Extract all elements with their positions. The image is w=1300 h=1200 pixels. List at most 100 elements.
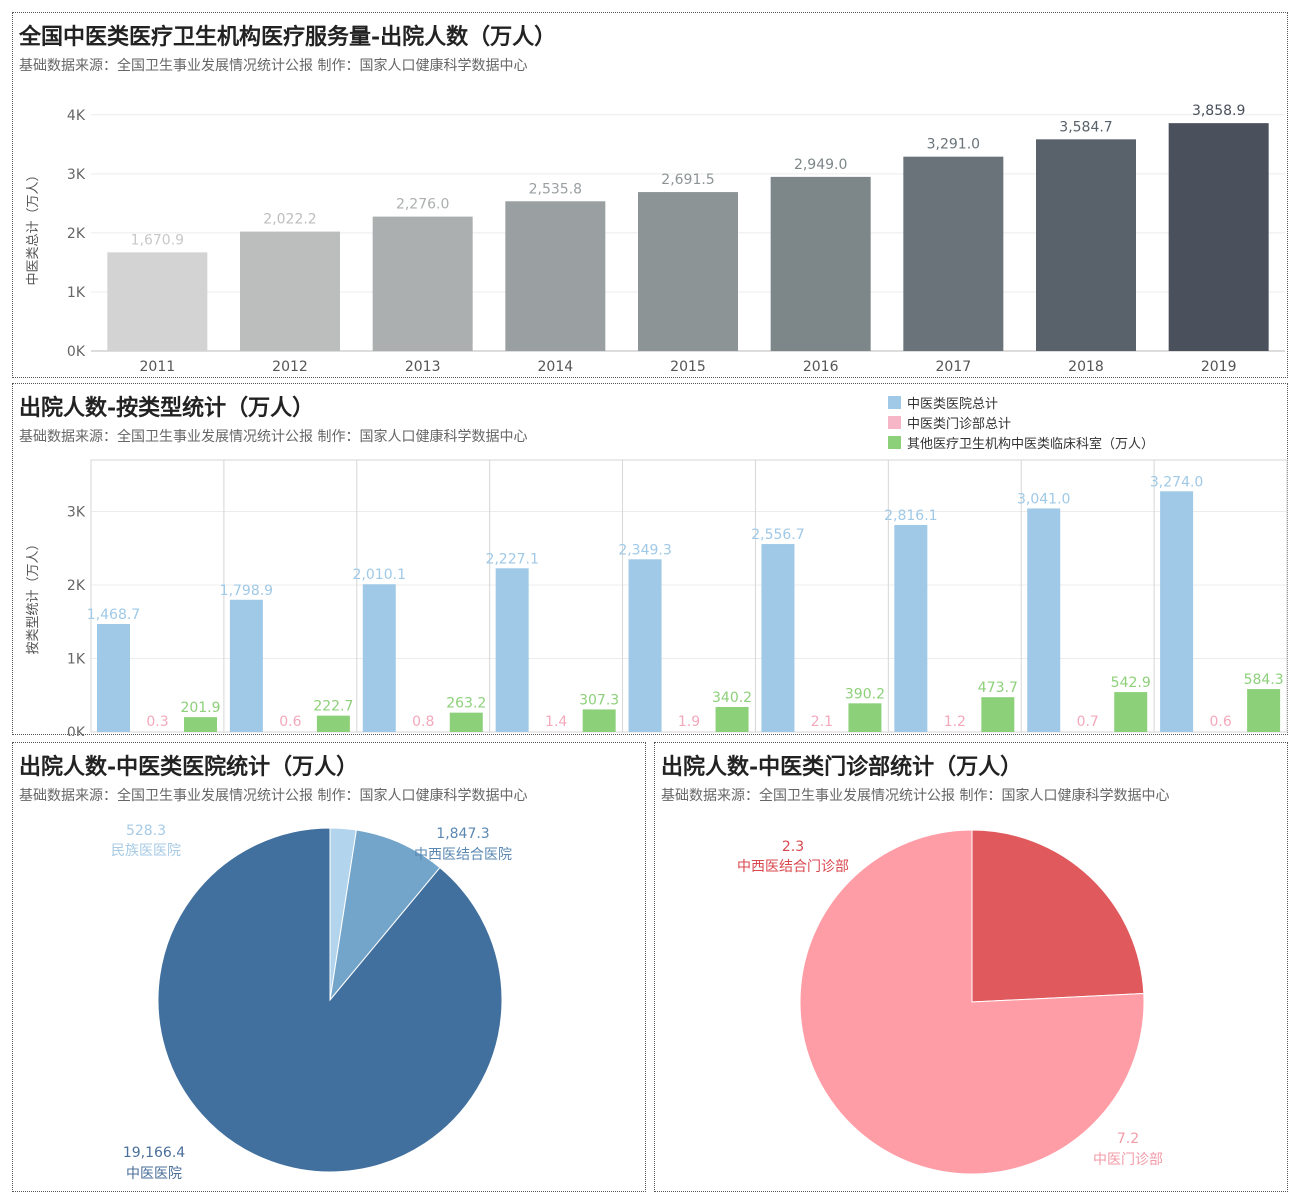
panel4-title: 出院人数-中医类门诊部统计（万人） bbox=[661, 754, 1023, 780]
bar-value-label: 2,010.1 bbox=[353, 567, 406, 583]
x-tick-label: 2015 bbox=[670, 359, 706, 375]
pie-slice-2 bbox=[157, 827, 503, 1173]
bar-value-label: 1.9 bbox=[678, 714, 700, 730]
legend-swatch-hospital bbox=[888, 395, 901, 409]
pie-category-label: 中医医院 bbox=[126, 1166, 182, 1182]
bar-value-label: 3,291.0 bbox=[927, 137, 980, 153]
pie-category-label: 中西医结合医院 bbox=[414, 847, 512, 863]
bar-2016-series-2 bbox=[848, 703, 882, 732]
legend-item-hospital[interactable]: 中医类医院总计 bbox=[888, 392, 1154, 412]
bar-2015 bbox=[638, 192, 738, 351]
x-tick-label: 2016 bbox=[803, 359, 839, 375]
clinic-pie-chart: 2.3 中西医结合门诊部 7.2 中医门诊部 bbox=[737, 829, 1163, 1175]
bar-2014-series-2 bbox=[582, 709, 616, 732]
bar-value-label: 2,349.3 bbox=[618, 542, 671, 558]
bar-value-label: 0.8 bbox=[412, 714, 434, 730]
pie-category-label: 中医门诊部 bbox=[1093, 1152, 1163, 1168]
y-axis-label: 中医类总计（万人） bbox=[26, 168, 41, 285]
bar-value-label: 542.9 bbox=[1111, 675, 1151, 691]
bar-value-label: 307.3 bbox=[579, 692, 619, 708]
bar-value-label: 2,691.5 bbox=[661, 172, 714, 188]
x-tick-label: 2013 bbox=[405, 359, 441, 375]
y-tick-label: 2K bbox=[67, 578, 86, 594]
y-tick-label: 1K bbox=[67, 285, 86, 301]
bar-value-label: 0.3 bbox=[146, 714, 168, 730]
bar-2017-series-2 bbox=[981, 697, 1015, 732]
y-axis-label: 按类型统计（万人） bbox=[26, 537, 41, 654]
bar-2019 bbox=[1168, 123, 1269, 351]
bar-value-label: 2,556.7 bbox=[751, 527, 804, 543]
bar-value-label: 3,858.9 bbox=[1192, 103, 1245, 119]
bar-value-label: 390.2 bbox=[845, 686, 885, 702]
panel-clinic-pie: 出院人数-中医类门诊部统计（万人） 基础数据来源：全国卫生事业发展情况统计公报 … bbox=[654, 742, 1288, 1192]
pie-category-label: 中西医结合门诊部 bbox=[737, 859, 849, 875]
panel-by-type: 出院人数-按类型统计（万人） 基础数据来源：全国卫生事业发展情况统计公报 制作：… bbox=[12, 383, 1288, 736]
bar-2014-series-0 bbox=[495, 568, 529, 732]
bar-value-label: 2,276.0 bbox=[396, 197, 449, 213]
legend-swatch-other bbox=[888, 435, 901, 449]
bar-2011 bbox=[107, 252, 208, 351]
x-tick-label: 2018 bbox=[1068, 359, 1104, 375]
bar-value-label: 2,816.1 bbox=[884, 508, 937, 524]
bar-value-label: 340.2 bbox=[712, 690, 752, 706]
x-tick-label: 2019 bbox=[1201, 359, 1237, 375]
pie-value-label: 528.3 bbox=[126, 823, 166, 839]
pie-category-label: 民族医医院 bbox=[111, 843, 181, 859]
bar-value-label: 473.7 bbox=[978, 680, 1018, 696]
bar-value-label: 1,670.9 bbox=[131, 232, 184, 248]
panel2-title: 出院人数-按类型统计（万人） bbox=[19, 395, 315, 421]
bar-value-label: 1,468.7 bbox=[87, 607, 140, 623]
bar-2018-series-2 bbox=[1114, 692, 1148, 732]
pie-slice-1 bbox=[799, 829, 1145, 1175]
panel1-title: 全国中医类医疗卫生机构医疗服务量-出院人数（万人） bbox=[19, 24, 557, 50]
bar-2012-series-2 bbox=[316, 715, 350, 732]
bar-value-label: 3,274.0 bbox=[1150, 474, 1203, 490]
legend-swatch-clinic bbox=[888, 415, 901, 429]
bar-value-label: 0.6 bbox=[279, 714, 301, 730]
panel-hospital-pie: 出院人数-中医类医院统计（万人） 基础数据来源：全国卫生事业发展情况统计公报 制… bbox=[12, 742, 646, 1192]
bar-value-label: 263.2 bbox=[446, 696, 486, 712]
legend-label-clinic: 中医类门诊部总计 bbox=[907, 416, 1012, 432]
panel-total-discharges: 全国中医类医疗卫生机构医疗服务量-出院人数（万人） 基础数据来源：全国卫生事业发… bbox=[12, 12, 1288, 378]
total-bar-chart: 0K 1K 2K 3K 4K 中医类总计（万人） 1,670.9 2011 2,022.2 201… bbox=[26, 103, 1285, 375]
bar-value-label: 2,949.0 bbox=[794, 157, 847, 173]
panel4-subtitle: 基础数据来源：全国卫生事业发展情况统计公报 制作：国家人口健康科学数据中心 bbox=[661, 788, 1170, 804]
bar-2015-series-2 bbox=[715, 706, 749, 732]
bar-2018 bbox=[1036, 139, 1136, 351]
y-tick-label: 1K bbox=[67, 651, 86, 667]
bar-2016 bbox=[770, 176, 871, 351]
bar-value-label: 584.3 bbox=[1244, 672, 1284, 688]
bar-value-label: 2,022.2 bbox=[263, 212, 316, 228]
bar-2013-series-0 bbox=[362, 584, 396, 732]
x-tick-label: 2017 bbox=[936, 359, 972, 375]
bar-2012 bbox=[240, 231, 340, 351]
pie-value-label: 2.3 bbox=[782, 839, 804, 855]
by-type-bar-chart: 0K 1K 2K 3K 按类型统计（万人） 1,468.7 0.3 201.9 1,798.9 0… bbox=[26, 459, 1288, 736]
bar-2013-series-2 bbox=[449, 712, 483, 732]
legend-label-other: 其他医疗卫生机构中医类临床科室（万人） bbox=[907, 436, 1155, 452]
y-tick-label: 0K bbox=[67, 344, 86, 360]
bar-value-label: 222.7 bbox=[313, 699, 353, 715]
bar-2011-series-2 bbox=[184, 717, 217, 732]
bar-2019-series-2 bbox=[1247, 689, 1281, 732]
x-tick-label: 2012 bbox=[272, 359, 308, 375]
bar-2017-series-0 bbox=[894, 524, 928, 732]
bar-value-label: 0.6 bbox=[1209, 714, 1231, 730]
panel2-subtitle: 基础数据来源：全国卫生事业发展情况统计公报 制作：国家人口健康科学数据中心 bbox=[19, 429, 528, 445]
y-tick-label: 3K bbox=[67, 167, 86, 183]
pie-value-label: 19,166.4 bbox=[123, 1145, 185, 1161]
bar-2015-series-0 bbox=[628, 559, 662, 732]
legend-label-hospital: 中医类医院总计 bbox=[907, 396, 999, 412]
panel1-subtitle: 基础数据来源：全国卫生事业发展情况统计公报 制作：国家人口健康科学数据中心 bbox=[19, 58, 528, 74]
bar-2012-series-0 bbox=[229, 599, 263, 732]
y-tick-label: 4K bbox=[67, 108, 86, 124]
bar-2011-series-0 bbox=[97, 624, 130, 732]
legend-item-clinic[interactable]: 中医类门诊部总计 bbox=[888, 412, 1154, 432]
y-tick-label: 0K bbox=[67, 725, 86, 736]
bar-value-label: 0.7 bbox=[1077, 714, 1099, 730]
bar-2013 bbox=[372, 216, 473, 351]
bar-value-label: 1.2 bbox=[944, 714, 966, 730]
bar-value-label: 2,227.1 bbox=[485, 551, 538, 567]
legend-item-other[interactable]: 其他医疗卫生机构中医类临床科室（万人） bbox=[888, 432, 1154, 452]
bar-value-label: 3,041.0 bbox=[1017, 491, 1070, 507]
